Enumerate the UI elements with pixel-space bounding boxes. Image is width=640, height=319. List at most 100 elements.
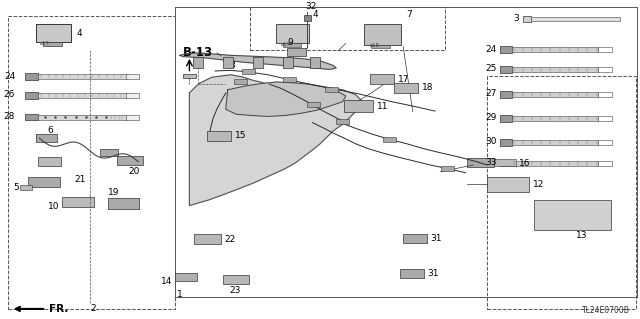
Bar	[488, 177, 529, 192]
Text: 4: 4	[76, 29, 82, 38]
Text: FR.: FR.	[16, 304, 68, 314]
Bar	[36, 24, 71, 42]
Bar	[500, 115, 511, 122]
Text: B-13: B-13	[183, 46, 213, 59]
Bar	[276, 24, 308, 43]
Bar	[126, 74, 139, 79]
Text: 17: 17	[398, 75, 410, 84]
Text: 18: 18	[422, 83, 433, 93]
Text: 6: 6	[47, 126, 53, 135]
Text: ø17: ø17	[40, 41, 49, 46]
Bar	[500, 139, 511, 145]
Text: 11: 11	[377, 102, 388, 111]
Text: 31: 31	[430, 234, 442, 243]
Bar	[442, 166, 454, 171]
Text: 28: 28	[4, 112, 15, 121]
Bar	[511, 160, 598, 166]
Bar	[284, 43, 301, 47]
Text: 25: 25	[485, 64, 497, 73]
Bar	[511, 92, 598, 97]
Text: 9: 9	[287, 38, 292, 47]
Bar	[250, 7, 445, 50]
Bar	[598, 140, 612, 145]
Bar	[38, 93, 127, 98]
Bar	[534, 200, 611, 230]
Bar	[8, 16, 175, 309]
Bar	[26, 114, 38, 121]
Text: 30: 30	[485, 137, 497, 146]
Bar	[598, 92, 612, 97]
Bar	[511, 140, 598, 145]
Bar	[500, 46, 511, 53]
Text: 21: 21	[74, 175, 86, 184]
Text: 20: 20	[129, 167, 140, 176]
Text: 24: 24	[485, 45, 497, 54]
Bar	[253, 57, 263, 68]
Bar	[117, 156, 143, 165]
Bar	[126, 93, 139, 98]
Bar	[284, 57, 293, 68]
Text: 15: 15	[235, 131, 246, 140]
Bar	[207, 131, 231, 140]
Bar	[38, 157, 61, 166]
Bar	[20, 185, 32, 190]
Bar	[325, 87, 338, 92]
Bar	[494, 159, 516, 166]
Bar	[364, 24, 401, 45]
Bar	[370, 74, 394, 84]
Bar	[598, 116, 612, 121]
Bar	[598, 47, 612, 52]
Polygon shape	[226, 82, 346, 116]
Text: 2: 2	[90, 304, 96, 313]
Text: 27: 27	[485, 89, 497, 98]
Bar	[394, 83, 418, 93]
Bar	[500, 91, 511, 98]
Bar	[488, 76, 636, 309]
Bar	[43, 42, 62, 46]
Bar	[38, 115, 127, 120]
Bar	[62, 197, 93, 207]
Bar	[371, 45, 390, 48]
Bar	[28, 177, 60, 188]
Bar	[307, 102, 320, 107]
Bar	[511, 47, 598, 52]
Bar	[523, 16, 531, 23]
Bar	[336, 119, 349, 124]
Bar	[400, 269, 424, 278]
Polygon shape	[189, 75, 362, 206]
Text: 26: 26	[4, 90, 15, 99]
Bar	[511, 116, 598, 121]
Bar	[403, 234, 428, 243]
Bar	[108, 198, 139, 209]
Text: 3: 3	[513, 14, 519, 23]
Bar	[183, 73, 196, 78]
Text: 19: 19	[108, 188, 120, 197]
Bar	[531, 18, 620, 21]
Text: 24: 24	[4, 71, 15, 80]
Bar	[467, 158, 494, 167]
Text: 23: 23	[230, 286, 241, 295]
Text: 14: 14	[161, 277, 172, 286]
Bar	[511, 67, 598, 72]
Text: 29: 29	[485, 114, 497, 122]
Text: 32: 32	[305, 2, 316, 11]
Bar	[100, 149, 118, 156]
Text: 31: 31	[427, 269, 438, 278]
Bar	[598, 160, 612, 166]
Bar	[303, 15, 311, 21]
Bar	[38, 74, 127, 79]
Text: 10: 10	[49, 202, 60, 211]
Bar	[598, 67, 612, 72]
Text: 5: 5	[13, 183, 19, 192]
Bar	[26, 73, 38, 80]
Text: 8: 8	[230, 61, 236, 70]
Text: 33: 33	[485, 158, 497, 167]
Text: 13: 13	[575, 231, 587, 240]
Bar	[234, 78, 247, 84]
Polygon shape	[180, 53, 336, 70]
Text: ø17: ø17	[281, 42, 291, 47]
Text: 1: 1	[177, 290, 183, 299]
Text: ø18: ø18	[370, 43, 380, 48]
Bar	[126, 115, 139, 120]
Bar	[194, 234, 221, 244]
